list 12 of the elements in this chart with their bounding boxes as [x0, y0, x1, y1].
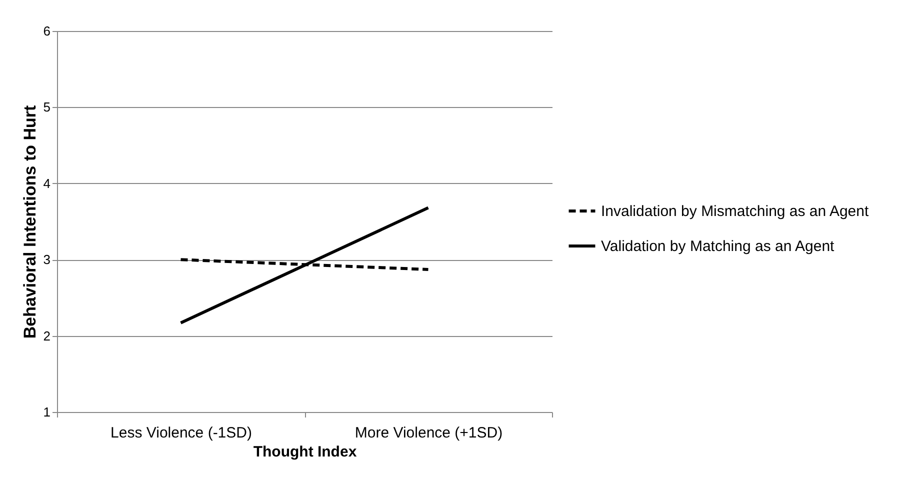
x-tick-label: More Violence (+1SD)	[354, 424, 503, 442]
legend-label: Validation by Matching as an Agent	[601, 238, 836, 255]
y-tick-label: 5	[43, 100, 50, 115]
y-tick-label: 1	[43, 404, 50, 420]
y-axis-title: Behavioral Intentions to Hurt	[20, 105, 40, 339]
y-tick-label: 6	[43, 24, 50, 38]
y-tick-label: 3	[43, 252, 50, 268]
y-tick-label: 4	[43, 176, 50, 191]
x-axis-title: Thought Index	[253, 444, 358, 460]
y-tick-label: 2	[43, 328, 50, 344]
legend-label: Invalidation by Mismatching as an Agent	[601, 203, 870, 220]
x-tick-label: Less Violence (-1SD)	[110, 424, 252, 442]
